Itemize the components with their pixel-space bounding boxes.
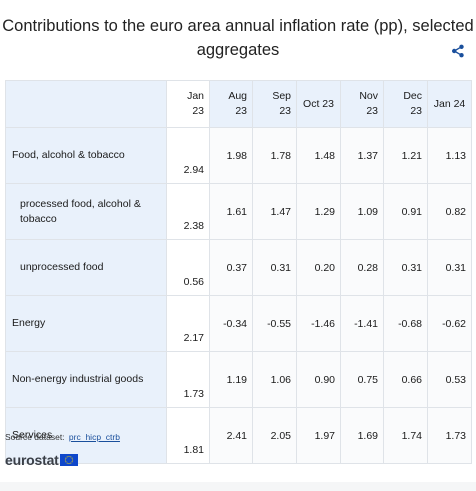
column-header-label: Aug bbox=[228, 90, 247, 102]
table-cell: 2.41 bbox=[209, 407, 253, 464]
table-cell: 0.37 bbox=[209, 239, 253, 296]
column-header-label: Oct 23 bbox=[303, 97, 334, 110]
column-header-year: 23 bbox=[366, 105, 378, 117]
table-cell: 0.75 bbox=[340, 351, 384, 408]
table-cell: 2.94 bbox=[166, 127, 210, 184]
column-header: Oct 23 bbox=[296, 80, 341, 128]
table-cell: -0.68 bbox=[383, 295, 428, 352]
flag-star bbox=[71, 461, 73, 463]
table-cell: 1.98 bbox=[209, 127, 253, 184]
table-cell: 1.73 bbox=[166, 351, 210, 408]
column-header-label: Sep bbox=[272, 90, 291, 102]
table-cell: 1.61 bbox=[209, 183, 253, 240]
table-cell: 1.37 bbox=[340, 127, 384, 184]
eurostat-logo: eurostat bbox=[5, 452, 78, 468]
logo-text: eurostat bbox=[5, 452, 59, 468]
header-row: Jan 23 Aug 23 Sep 23 Oct 23 Nov 23 Dec 23 Jan 24 bbox=[5, 80, 472, 128]
table-cell: 1.19 bbox=[209, 351, 253, 408]
flag-star bbox=[71, 457, 73, 459]
source-label: Source dataset: bbox=[5, 432, 65, 442]
flag-star bbox=[68, 463, 70, 465]
table-row: Energy 2.17 -0.34 -0.55 -1.46 -1.41 -0.68 -0.62 bbox=[5, 295, 472, 352]
row-label: Services bbox=[5, 407, 167, 464]
row-label: unprocessed food bbox=[5, 239, 167, 296]
flag-star bbox=[69, 462, 71, 464]
table-cell: 1.74 bbox=[383, 407, 428, 464]
table-cell: 0.66 bbox=[383, 351, 428, 408]
row-label: Non-energy industrial goods bbox=[5, 351, 167, 408]
table-row: Non-energy industrial goods 1.73 1.19 1.06 0… bbox=[5, 351, 472, 408]
corner-cell bbox=[5, 80, 167, 128]
flag-star bbox=[66, 462, 68, 464]
column-header-year: 23 bbox=[192, 105, 204, 117]
table-cell: 1.48 bbox=[296, 127, 341, 184]
table-cell: -1.46 bbox=[296, 295, 341, 352]
table-cell: 0.56 bbox=[166, 239, 210, 296]
row-label: Energy bbox=[5, 295, 167, 352]
table-cell: 0.90 bbox=[296, 351, 341, 408]
table-cell: 0.82 bbox=[427, 183, 472, 240]
share-icon[interactable] bbox=[451, 44, 465, 58]
column-header-year: 23 bbox=[279, 105, 291, 117]
table-row: processed food, alcohol & tobacco 2.38 1.6… bbox=[5, 183, 472, 240]
source-line: Source dataset: prc_hicp_ctrb bbox=[5, 432, 120, 442]
table-cell: 1.13 bbox=[427, 127, 472, 184]
table-cell: 0.91 bbox=[383, 183, 428, 240]
flag-star bbox=[64, 457, 67, 459]
column-header-label: Nov bbox=[359, 90, 378, 102]
column-header-label: Jan 24 bbox=[433, 97, 466, 110]
table-cell: 2.05 bbox=[252, 407, 297, 464]
table-cell: 2.38 bbox=[166, 183, 210, 240]
table-cell: 1.29 bbox=[296, 183, 341, 240]
column-header-year: 23 bbox=[410, 105, 422, 117]
table-row: Services 1.81 2.41 2.05 1.97 1.69 1.74 1.73 bbox=[5, 407, 472, 464]
column-header: Nov 23 bbox=[340, 80, 384, 128]
table-cell: 1.97 bbox=[296, 407, 341, 464]
column-header: Jan 24 bbox=[427, 80, 472, 128]
table-cell: -0.55 bbox=[252, 295, 297, 352]
source-dataset-link[interactable]: prc_hicp_ctrb bbox=[68, 432, 120, 442]
flag-star bbox=[64, 461, 67, 463]
table-cell: -0.34 bbox=[209, 295, 253, 352]
column-header: Sep 23 bbox=[252, 80, 297, 128]
table-cell: 0.31 bbox=[427, 239, 472, 296]
table-cell: 2.17 bbox=[166, 295, 210, 352]
flag-star bbox=[69, 456, 71, 458]
flag-star bbox=[71, 459, 73, 461]
table-cell: 1.78 bbox=[252, 127, 297, 184]
footer-bar bbox=[0, 482, 476, 491]
table-cell: 1.09 bbox=[340, 183, 384, 240]
page-title: Contributions to the euro area annual in… bbox=[2, 17, 474, 59]
column-header: Jan 23 bbox=[166, 80, 210, 128]
table-cell: 1.21 bbox=[383, 127, 428, 184]
table-body: Food, alcohol & tobacco 2.94 1.98 1.78 1.48 1… bbox=[5, 127, 472, 464]
eu-flag-icon bbox=[59, 454, 78, 466]
table-cell: 0.28 bbox=[340, 239, 384, 296]
table-cell: 0.31 bbox=[383, 239, 428, 296]
flag-star bbox=[64, 459, 66, 461]
table-row: unprocessed food 0.56 0.37 0.31 0.20 0.28 0.31… bbox=[5, 239, 472, 296]
table-cell: 0.53 bbox=[427, 351, 472, 408]
table-cell: 1.06 bbox=[252, 351, 297, 408]
flag-star bbox=[68, 455, 70, 457]
inflation-table: Jan 23 Aug 23 Sep 23 Oct 23 Nov 23 Dec 23 Jan 24 Fo… bbox=[5, 80, 472, 464]
row-label: processed food, alcohol & tobacco bbox=[5, 183, 167, 240]
table-cell: -1.41 bbox=[340, 295, 384, 352]
column-header-label: Dec bbox=[403, 90, 422, 102]
column-header-label: Jan bbox=[187, 90, 204, 102]
flag-star bbox=[66, 456, 68, 458]
table-cell: 1.73 bbox=[427, 407, 472, 464]
table-cell: 1.47 bbox=[252, 183, 297, 240]
table-cell: -0.62 bbox=[427, 295, 472, 352]
table-row: Food, alcohol & tobacco 2.94 1.98 1.78 1.48 1… bbox=[5, 127, 472, 184]
table-cell: 0.31 bbox=[252, 239, 297, 296]
table-cell: 1.81 bbox=[166, 407, 210, 464]
table-cell: 1.69 bbox=[340, 407, 384, 464]
column-header-year: 23 bbox=[235, 105, 247, 117]
column-header: Aug 23 bbox=[209, 80, 253, 128]
table-cell: 0.20 bbox=[296, 239, 341, 296]
column-header: Dec 23 bbox=[383, 80, 428, 128]
row-label: Food, alcohol & tobacco bbox=[5, 127, 167, 184]
